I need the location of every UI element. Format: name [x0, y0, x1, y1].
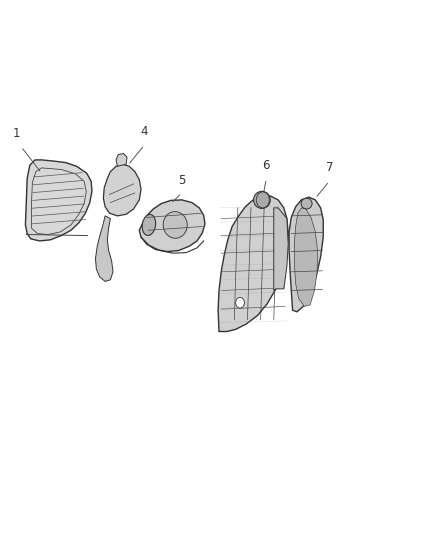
- Ellipse shape: [142, 214, 155, 236]
- Ellipse shape: [301, 198, 312, 209]
- Polygon shape: [25, 160, 92, 241]
- Circle shape: [236, 297, 244, 308]
- Text: 6: 6: [262, 159, 270, 172]
- Polygon shape: [218, 196, 288, 332]
- Circle shape: [256, 192, 269, 208]
- Polygon shape: [294, 208, 318, 306]
- Text: 7: 7: [325, 161, 333, 174]
- Polygon shape: [116, 154, 127, 166]
- Text: 4: 4: [141, 125, 148, 138]
- Polygon shape: [95, 216, 113, 281]
- Polygon shape: [274, 208, 288, 290]
- Polygon shape: [139, 200, 205, 252]
- Text: 5: 5: [178, 174, 185, 187]
- Polygon shape: [103, 164, 141, 216]
- Polygon shape: [289, 197, 323, 312]
- Text: 1: 1: [13, 127, 21, 140]
- Ellipse shape: [254, 191, 270, 208]
- Ellipse shape: [163, 212, 187, 238]
